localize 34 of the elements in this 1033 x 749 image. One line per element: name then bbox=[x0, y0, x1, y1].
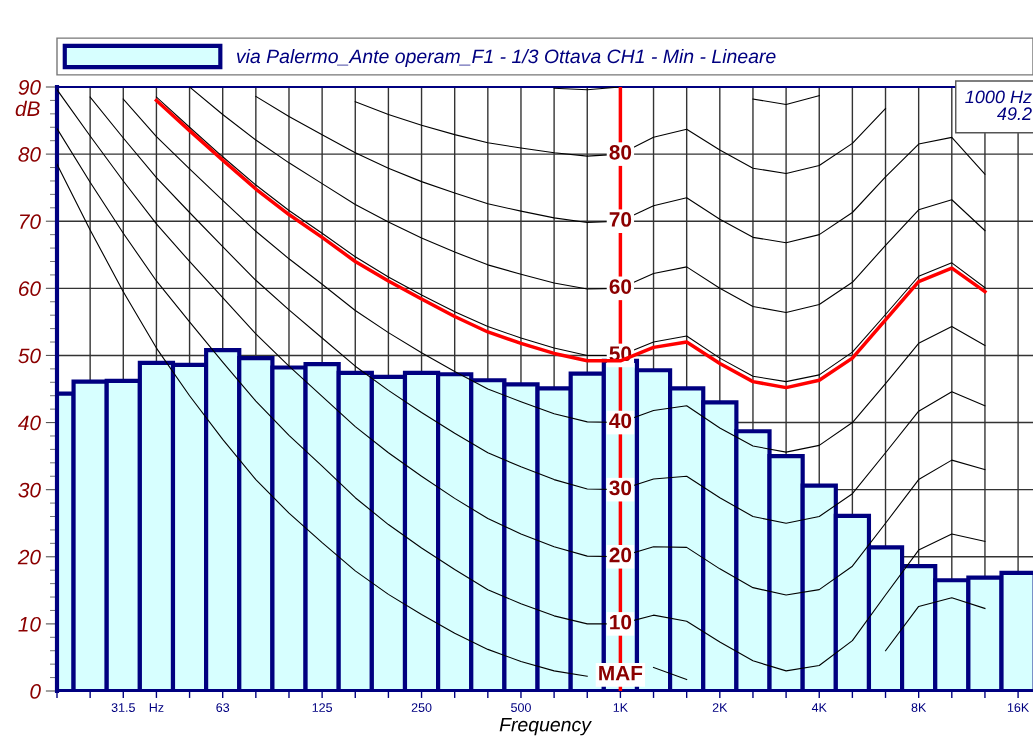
x-axis-title: Frequency bbox=[499, 717, 592, 736]
x-tick-label: 63 bbox=[216, 703, 230, 712]
y-tick-label: 80 bbox=[18, 147, 41, 162]
annotation: 20 bbox=[609, 547, 632, 563]
x-tick-label: 1K bbox=[613, 703, 628, 712]
annotation: 30 bbox=[609, 480, 632, 496]
x-tick-label: 125 bbox=[312, 703, 333, 712]
y-tick-label: 10 bbox=[18, 616, 41, 632]
x-tick-label: 31.5 bbox=[111, 703, 135, 712]
annotation: MAF bbox=[599, 665, 643, 681]
y-tick-label: 30 bbox=[18, 482, 41, 498]
line-series bbox=[354, 101, 887, 175]
y-tick-label: 70 bbox=[20, 214, 41, 229]
x-tick-label: 16K bbox=[1007, 703, 1030, 712]
x-tick-label: 4K bbox=[811, 703, 827, 712]
y-tick-label: 50 bbox=[18, 348, 41, 364]
x-tick-label: Hz bbox=[149, 703, 164, 712]
x-tick-label: 8K bbox=[911, 703, 927, 712]
y-tick-label: 20 bbox=[17, 549, 41, 565]
annotation: 60 bbox=[609, 279, 632, 294]
annotation: 1000 Hz 49.2 bbox=[965, 90, 1032, 121]
y-tick-label: 40 bbox=[17, 415, 41, 431]
x-tick-label: 500 bbox=[511, 703, 531, 712]
text: via Palermo_Ante operam_F1 - 1/3 Ottava CH1 - Min - Lineare bbox=[236, 48, 776, 68]
x-tick-label: 2K bbox=[712, 703, 728, 712]
annotation: 40 bbox=[609, 413, 632, 429]
y-tick-label: 90 bbox=[18, 80, 41, 95]
annotation: 80 bbox=[609, 144, 632, 160]
y-axis-title: dB bbox=[15, 100, 40, 117]
y-tick-label: 0 bbox=[30, 684, 41, 699]
annotation: 70 bbox=[609, 212, 632, 227]
x-tick-label: 250 bbox=[411, 703, 432, 712]
annotation: 10 bbox=[610, 614, 632, 630]
y-tick-label: 60 bbox=[19, 281, 41, 297]
